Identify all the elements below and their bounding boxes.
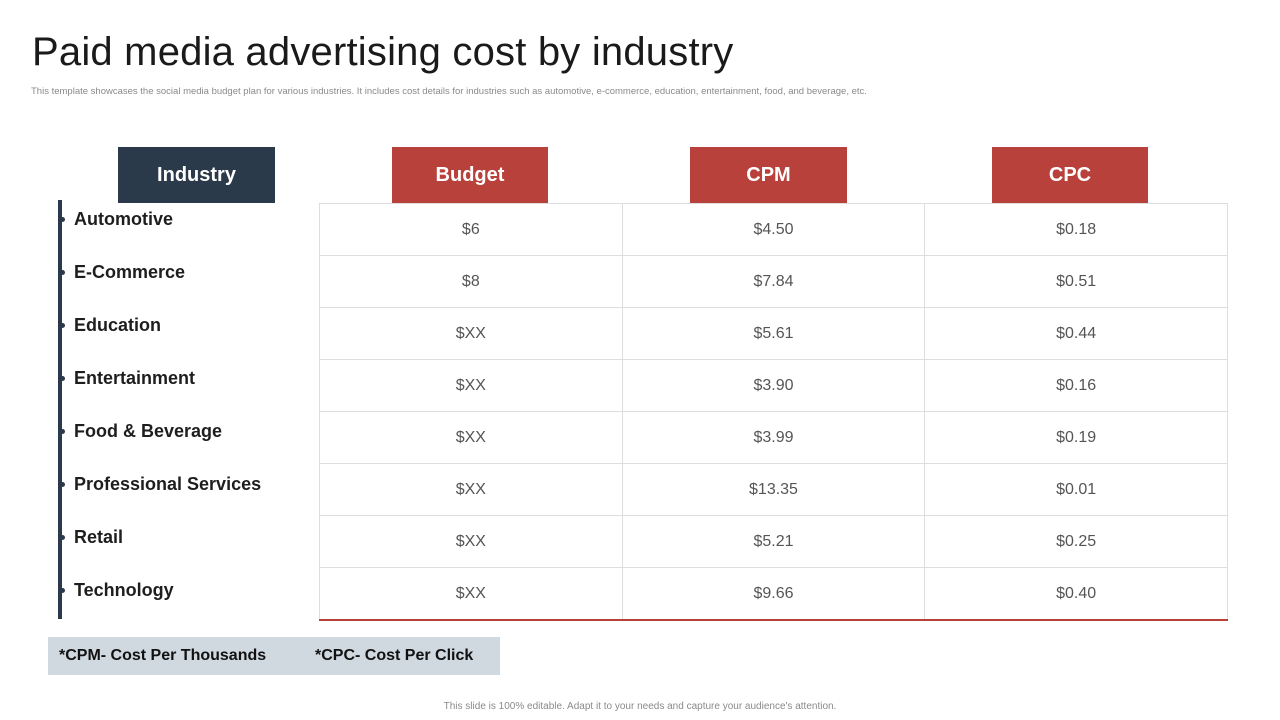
cpc-cell: $0.44 bbox=[924, 307, 1228, 360]
cpc-cell: $0.51 bbox=[924, 255, 1228, 308]
industry-item-entertainment: Entertainment bbox=[60, 366, 195, 390]
industry-label: Retail bbox=[74, 526, 124, 547]
industry-header: Industry bbox=[118, 147, 275, 203]
table-row: $XX $3.90 $0.16 bbox=[319, 359, 1228, 412]
cpm-cell: $7.84 bbox=[621, 255, 926, 308]
budget-cell: $XX bbox=[319, 411, 623, 464]
industry-label: Technology bbox=[74, 579, 174, 600]
page-subtitle: This template showcases the social media… bbox=[31, 86, 867, 97]
industry-item-automotive: Automotive bbox=[60, 207, 173, 231]
cpc-note: *CPC- Cost Per Click bbox=[315, 647, 474, 664]
table-row: $XX $9.66 $0.40 bbox=[319, 567, 1228, 621]
budget-cell: $XX bbox=[319, 359, 623, 412]
industry-item-retail: Retail bbox=[60, 525, 123, 549]
cpc-cell: $0.01 bbox=[924, 463, 1228, 516]
budget-cell: $8 bbox=[319, 255, 623, 308]
cpc-cell: $0.40 bbox=[924, 567, 1228, 621]
cpm-cell: $9.66 bbox=[621, 567, 926, 621]
industry-label: Education bbox=[74, 314, 162, 335]
cpc-cell: $0.25 bbox=[924, 515, 1228, 568]
cpc-header: CPC bbox=[992, 147, 1148, 203]
cpc-cell: $0.19 bbox=[924, 411, 1228, 464]
industry-item-ecommerce: E-Commerce bbox=[60, 260, 185, 284]
industry-item-food-beverage: Food & Beverage bbox=[60, 419, 222, 443]
cost-table: $6 $4.50 $0.18 $8 $7.84 $0.51 $XX $5.61 … bbox=[319, 203, 1228, 621]
abbreviation-legend: *CPM- Cost Per Thousands *CPC- Cost Per … bbox=[48, 637, 500, 675]
page-title: Paid media advertising cost by industry bbox=[32, 30, 734, 74]
industry-label: E-Commerce bbox=[74, 261, 186, 282]
cpc-cell: $0.18 bbox=[924, 203, 1228, 256]
cpm-cell: $3.99 bbox=[621, 411, 926, 464]
cpm-cell: $5.61 bbox=[621, 307, 926, 360]
cpm-cell: $5.21 bbox=[621, 515, 926, 568]
budget-header: Budget bbox=[392, 147, 548, 203]
table-row: $XX $13.35 $0.01 bbox=[319, 463, 1228, 516]
industry-label: Food & Beverage bbox=[74, 420, 223, 441]
budget-cell: $XX bbox=[319, 307, 623, 360]
table-row: $6 $4.50 $0.18 bbox=[319, 203, 1228, 256]
industry-timeline-bar bbox=[58, 200, 62, 619]
cpm-header: CPM bbox=[690, 147, 847, 203]
table-row: $8 $7.84 $0.51 bbox=[319, 255, 1228, 308]
cpm-cell: $13.35 bbox=[621, 463, 926, 516]
industry-item-education: Education bbox=[60, 313, 161, 337]
budget-cell: $XX bbox=[319, 463, 623, 516]
table-row: $XX $3.99 $0.19 bbox=[319, 411, 1228, 464]
budget-cell: $XX bbox=[319, 515, 623, 568]
table-row: $XX $5.61 $0.44 bbox=[319, 307, 1228, 360]
budget-cell: $6 bbox=[319, 203, 623, 256]
cpm-cell: $4.50 bbox=[621, 203, 926, 256]
footer-note: This slide is 100% editable. Adapt it to… bbox=[443, 701, 837, 712]
industry-item-professional-services: Professional Services bbox=[60, 472, 261, 496]
industry-label: Automotive bbox=[74, 208, 173, 229]
budget-cell: $XX bbox=[319, 567, 623, 621]
cpc-cell: $0.16 bbox=[924, 359, 1228, 412]
cpm-cell: $3.90 bbox=[621, 359, 926, 412]
industry-list: Automotive E-Commerce Education Entertai… bbox=[0, 0, 320, 720]
cpm-note: *CPM- Cost Per Thousands bbox=[59, 647, 267, 664]
industry-label: Entertainment bbox=[74, 367, 196, 388]
industry-item-technology: Technology bbox=[60, 578, 174, 602]
table-row: $XX $5.21 $0.25 bbox=[319, 515, 1228, 568]
industry-label: Professional Services bbox=[74, 473, 262, 494]
